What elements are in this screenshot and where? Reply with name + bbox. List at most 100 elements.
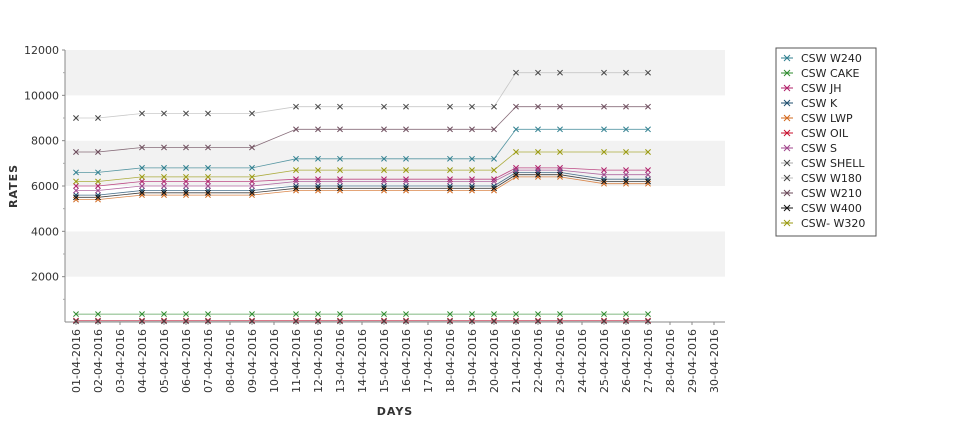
data-point bbox=[381, 155, 387, 162]
x-tick-label: 29-04-2016 bbox=[686, 329, 699, 393]
data-point bbox=[381, 176, 387, 183]
x-tick-label: 09-04-2016 bbox=[246, 329, 259, 393]
data-point bbox=[645, 178, 651, 185]
data-point bbox=[205, 311, 211, 318]
data-point bbox=[293, 185, 299, 192]
x-tick-label: 12-04-2016 bbox=[312, 329, 325, 393]
data-point bbox=[403, 318, 409, 325]
data-point bbox=[557, 173, 563, 180]
data-point bbox=[183, 183, 189, 189]
data-point bbox=[469, 155, 475, 162]
data-point bbox=[645, 318, 651, 325]
legend: CSW W240 CSW CAKE CSW JH CSW K CSW LWP CSW OI… bbox=[775, 47, 877, 237]
data-point bbox=[403, 183, 409, 189]
grid-band bbox=[65, 186, 725, 232]
data-point bbox=[315, 311, 321, 318]
data-point bbox=[249, 189, 255, 196]
data-point bbox=[95, 311, 101, 318]
data-point bbox=[249, 144, 255, 151]
x-tick-label: 10-04-2016 bbox=[268, 329, 281, 393]
data-point bbox=[469, 185, 475, 192]
data-point bbox=[557, 167, 563, 174]
data-point bbox=[161, 178, 167, 185]
data-point bbox=[337, 178, 343, 185]
data-point bbox=[491, 183, 497, 189]
legend-label: CSW W400 bbox=[801, 202, 862, 215]
data-point bbox=[491, 103, 497, 110]
data-point bbox=[513, 149, 519, 155]
data-point bbox=[623, 311, 629, 318]
legend-item: CSW JH bbox=[781, 82, 842, 95]
data-point bbox=[381, 311, 387, 318]
data-point bbox=[95, 318, 101, 325]
legend-label: CSW S bbox=[801, 142, 837, 155]
data-point bbox=[645, 69, 651, 76]
x-tick-label: 13-04-2016 bbox=[334, 329, 347, 393]
x-tick-label: 25-04-2016 bbox=[598, 329, 611, 393]
data-point bbox=[337, 176, 343, 183]
x-tick-label: 03-04-2016 bbox=[114, 329, 127, 393]
data-point bbox=[183, 192, 189, 199]
data-point bbox=[205, 318, 211, 325]
data-point bbox=[183, 178, 189, 185]
data-point bbox=[337, 311, 343, 318]
data-point bbox=[249, 187, 255, 194]
data-point bbox=[73, 318, 79, 325]
data-point bbox=[645, 176, 651, 183]
legend-item: CSW OIL bbox=[781, 127, 849, 140]
data-point bbox=[139, 192, 145, 199]
data-point bbox=[73, 169, 79, 176]
data-point bbox=[337, 318, 343, 325]
data-point bbox=[337, 185, 343, 192]
legend-label: CSW LWP bbox=[801, 112, 853, 125]
data-point bbox=[491, 126, 497, 133]
data-point bbox=[557, 171, 563, 178]
data-point bbox=[623, 167, 629, 174]
data-point bbox=[469, 318, 475, 325]
x-tick-label: 02-04-2016 bbox=[92, 329, 105, 393]
data-point bbox=[645, 103, 651, 110]
data-point bbox=[513, 167, 519, 174]
legend-label: CSW W180 bbox=[801, 172, 862, 185]
y-tick-label: 12000 bbox=[24, 44, 59, 57]
data-point bbox=[139, 144, 145, 151]
data-point bbox=[403, 178, 409, 185]
data-point bbox=[557, 103, 563, 110]
data-point bbox=[447, 185, 453, 192]
x-tick-label: 22-04-2016 bbox=[532, 329, 545, 393]
data-point bbox=[161, 183, 167, 189]
data-point bbox=[95, 194, 101, 201]
data-point bbox=[95, 149, 101, 155]
data-point bbox=[403, 187, 409, 194]
data-point bbox=[491, 311, 497, 318]
data-point bbox=[491, 155, 497, 162]
y-tick-label: 8000 bbox=[31, 135, 59, 148]
data-point bbox=[249, 164, 255, 171]
data-point bbox=[601, 178, 607, 185]
data-point bbox=[293, 178, 299, 185]
data-point bbox=[513, 103, 519, 110]
data-point bbox=[623, 171, 629, 178]
data-point bbox=[249, 110, 255, 117]
data-point bbox=[447, 167, 453, 174]
data-point bbox=[623, 149, 629, 155]
data-point bbox=[73, 311, 79, 318]
data-point bbox=[513, 69, 519, 76]
data-point bbox=[293, 187, 299, 194]
data-point bbox=[513, 126, 519, 133]
data-point bbox=[601, 176, 607, 183]
legend-box bbox=[775, 47, 877, 237]
data-point bbox=[513, 171, 519, 178]
data-point bbox=[403, 103, 409, 110]
data-point bbox=[601, 311, 607, 318]
data-point bbox=[535, 126, 541, 133]
data-point bbox=[557, 149, 563, 155]
legend-item: CSW- W320 bbox=[781, 217, 865, 230]
data-point bbox=[249, 192, 255, 199]
data-point bbox=[337, 187, 343, 194]
data-point bbox=[557, 311, 563, 318]
x-tick-label: 21-04-2016 bbox=[510, 329, 523, 393]
data-point bbox=[73, 196, 79, 203]
legend-label: CSW K bbox=[801, 97, 838, 110]
